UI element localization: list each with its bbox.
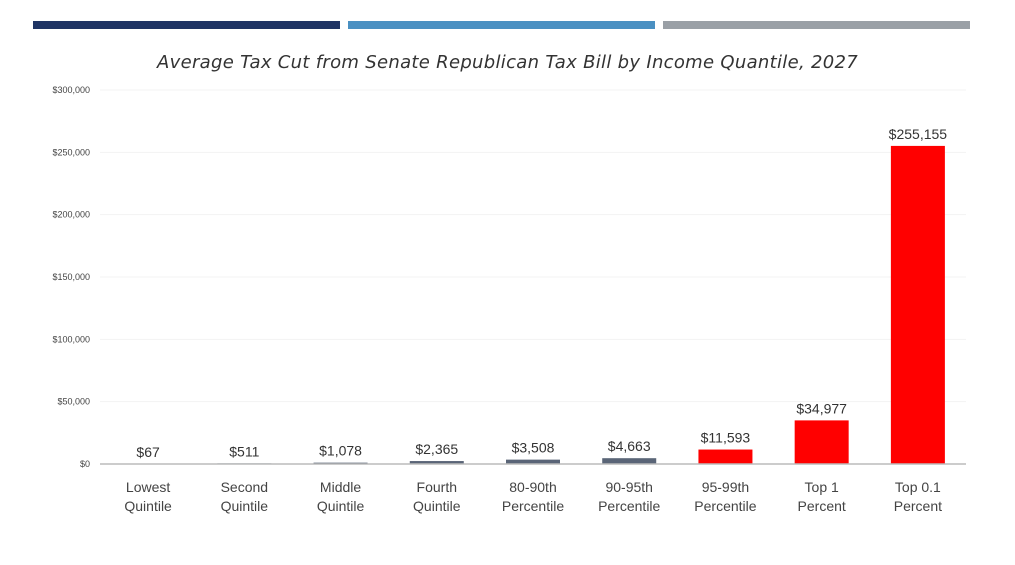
x-tick-label: Second xyxy=(221,479,268,495)
y-tick-label: $0 xyxy=(80,459,90,469)
data-label: $255,155 xyxy=(889,126,948,142)
data-label: $2,365 xyxy=(415,441,458,457)
bar xyxy=(698,449,753,464)
bar xyxy=(890,145,945,464)
y-tick-label: $250,000 xyxy=(52,147,90,157)
x-tick-label: Percentile xyxy=(502,498,564,514)
header-stripe-blue xyxy=(348,21,655,29)
header-stripe-gray xyxy=(663,21,970,29)
header-stripe-navy xyxy=(33,21,340,29)
y-tick-label: $300,000 xyxy=(52,85,90,95)
data-label: $4,663 xyxy=(608,438,651,454)
data-label: $11,593 xyxy=(701,430,751,446)
x-tick-label: Quintile xyxy=(124,498,172,514)
data-label: $3,508 xyxy=(512,440,555,456)
y-tick-label: $200,000 xyxy=(52,210,90,220)
x-tick-label: Fourth xyxy=(417,479,457,495)
x-tick-label: Top 0.1 xyxy=(895,479,941,495)
x-tick-label: Top 1 xyxy=(805,479,839,495)
x-tick-label: Percent xyxy=(894,498,942,514)
x-tick-label: 95-99th xyxy=(702,479,749,495)
y-tick-label: $100,000 xyxy=(52,334,90,344)
x-tick-label: Percentile xyxy=(598,498,660,514)
x-tick-label: Percent xyxy=(798,498,846,514)
data-label: $67 xyxy=(136,444,160,460)
y-tick-label: $50,000 xyxy=(57,397,90,407)
bar xyxy=(506,459,560,464)
data-label: $511 xyxy=(229,443,259,459)
data-label: $1,078 xyxy=(319,443,362,459)
bar xyxy=(409,461,464,464)
x-tick-label: Middle xyxy=(320,479,361,495)
x-tick-label: Quintile xyxy=(221,498,269,514)
bar xyxy=(602,458,657,464)
x-tick-label: Quintile xyxy=(317,498,365,514)
data-label: $34,977 xyxy=(796,400,847,416)
x-tick-label: Lowest xyxy=(126,479,170,495)
x-tick-label: 80-90th xyxy=(509,479,556,495)
x-tick-label: Quintile xyxy=(413,498,461,514)
chart-title: Average Tax Cut from Senate Republican T… xyxy=(157,52,858,73)
bar xyxy=(794,420,849,464)
y-tick-label: $150,000 xyxy=(52,272,90,282)
x-tick-label: 90-95th xyxy=(605,479,652,495)
x-tick-label: Percentile xyxy=(694,498,756,514)
